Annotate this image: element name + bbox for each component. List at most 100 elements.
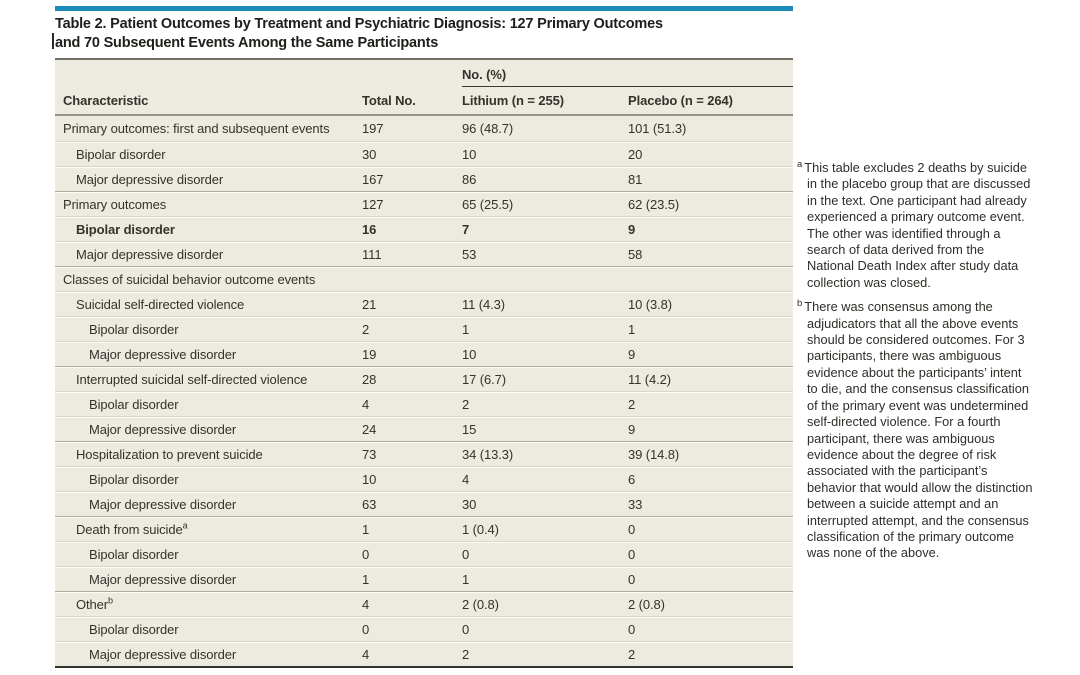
cell-lithium: 2 [462, 396, 470, 412]
row-label: Bipolar disorder [55, 222, 362, 237]
row-label-text: Bipolar disorder [89, 621, 179, 637]
cell-lithium: 30 [462, 496, 477, 512]
row-label: Major depressive disorder [55, 347, 362, 362]
table-row: Bipolar disorder 10 4 6 [55, 466, 793, 491]
table-row: Major depressive disorder 1 1 0 [55, 566, 793, 591]
cell-placebo: 2 (0.8) [628, 596, 665, 612]
cell-placebo: 2 [628, 646, 636, 662]
footnote-text: This table excludes 2 deaths by suicide … [804, 160, 1031, 290]
cell-total-no: 63 [362, 496, 377, 512]
table-title-line2: and 70 Subsequent Events Among the Same … [55, 35, 439, 51]
cell-total-no: 19 [362, 346, 377, 362]
table-header: No. (%) Characteristic Total No. Lithium… [55, 60, 793, 116]
table-row: Death from suicidea 1 1 (0.4) 0 [55, 516, 793, 541]
cell-total-no: 21 [362, 296, 377, 312]
cell-lithium: 0 [462, 621, 470, 637]
footnote: a This table excludes 2 deaths by suicide… [797, 158, 1033, 291]
cell-placebo: 0 [628, 621, 636, 637]
cell-placebo: 9 [628, 221, 636, 237]
cell-lithium: 86 [462, 171, 477, 187]
text-caret [52, 33, 54, 49]
row-label: Hospitalization to prevent suicide [55, 447, 362, 462]
cell-total-no: 167 [362, 171, 384, 187]
footnote-marker: a [797, 158, 803, 170]
cell-total-no: 197 [362, 121, 384, 136]
table-header-columns-row: Characteristic Total No. Lithium (n = 25… [55, 87, 793, 114]
row-label: Major depressive disorder [55, 497, 362, 512]
cell-lithium: 1 [462, 321, 470, 337]
row-label-text: Suicidal self-directed violence [76, 296, 245, 312]
cell-placebo: 9 [628, 346, 636, 362]
cell-placebo: 0 [628, 571, 636, 587]
table-row: Bipolar disorder 0 0 0 [55, 541, 793, 566]
cell-lithium: 34 (13.3) [462, 446, 514, 462]
row-label-text: Bipolar disorder [76, 221, 175, 237]
cell-placebo: 10 (3.8) [628, 296, 673, 312]
table-row: Bipolar disorder 4 2 2 [55, 391, 793, 416]
col-header-characteristic: Characteristic [63, 93, 149, 108]
row-label: Major depressive disorder [55, 572, 362, 587]
cell-lithium: 65 (25.5) [462, 196, 514, 212]
cell-placebo: 39 (14.8) [628, 446, 680, 462]
row-label: Major depressive disorder [55, 172, 362, 187]
cell-total-no: 28 [362, 371, 377, 387]
cell-placebo: 11 (4.2) [628, 371, 672, 387]
cell-placebo: 0 [628, 546, 636, 562]
cell-total-no: 10 [362, 471, 377, 487]
cell-lithium: 11 (4.3) [462, 296, 506, 312]
cell-total-no: 30 [362, 146, 377, 162]
row-label: Bipolar disorder [55, 322, 362, 337]
footnotes-panel: a This table excludes 2 deaths by suicide… [797, 158, 1059, 570]
cell-placebo: 1 [628, 321, 636, 337]
cell-lithium: 15 [462, 421, 477, 437]
row-label-text: Primary outcomes [63, 196, 167, 212]
cell-total-no: 4 [362, 596, 370, 612]
table-row: Bipolar disorder 2 1 1 [55, 316, 793, 341]
table-row: Classes of suicidal behavior outcome eve… [55, 266, 793, 291]
cell-placebo: 0 [628, 521, 636, 537]
row-label-text: Major depressive disorder [89, 646, 237, 662]
table-row: Primary outcomes 127 65 (25.5) 62 (23.5) [55, 191, 793, 216]
row-label-text: Major depressive disorder [89, 571, 237, 587]
table-row: Major depressive disorder 63 30 33 [55, 491, 793, 516]
cell-lithium: 2 (0.8) [462, 596, 499, 612]
row-label: Classes of suicidal behavior outcome eve… [55, 272, 362, 287]
cell-total-no: 1 [362, 571, 370, 587]
row-label: Primary outcomes: first and subsequent e… [55, 121, 362, 136]
row-label-text: Primary outcomes: first and subsequent e… [63, 121, 330, 136]
cell-lithium: 1 [462, 571, 470, 587]
row-label-text: Classes of suicidal behavior outcome eve… [63, 271, 316, 287]
table-row: Primary outcomes: first and subsequent e… [55, 116, 793, 141]
cell-total-no: 4 [362, 396, 370, 412]
row-label: Otherb [55, 597, 362, 612]
row-label: Bipolar disorder [55, 397, 362, 412]
cell-placebo: 9 [628, 421, 636, 437]
cell-lithium: 4 [462, 471, 470, 487]
cell-total-no: 0 [362, 621, 370, 637]
row-label: Bipolar disorder [55, 547, 362, 562]
col-header-lithium: Lithium (n = 255) [462, 93, 564, 108]
row-label: Bipolar disorder [55, 622, 362, 637]
cell-placebo: 62 (23.5) [628, 196, 680, 212]
cell-total-no: 1 [362, 521, 370, 537]
cell-lithium: 1 (0.4) [462, 521, 499, 537]
row-label-text: Bipolar disorder [89, 546, 179, 562]
row-label-text: Major depressive disorder [89, 496, 237, 512]
row-label-text: Interrupted suicidal self-directed viole… [76, 371, 308, 387]
cell-placebo: 6 [628, 471, 636, 487]
row-label-superscript: b [108, 596, 113, 606]
cell-total-no: 0 [362, 546, 370, 562]
row-label: Death from suicidea [55, 522, 362, 537]
table-body: Primary outcomes: first and subsequent e… [55, 116, 793, 666]
cell-placebo: 33 [628, 496, 643, 512]
table-row: Major depressive disorder 24 15 9 [55, 416, 793, 441]
outcomes-table: No. (%) Characteristic Total No. Lithium… [55, 58, 793, 668]
cell-lithium: 17 (6.7) [462, 371, 507, 387]
col-header-total-no: Total No. [362, 93, 416, 108]
col-header-placebo: Placebo (n = 264) [628, 93, 733, 108]
row-label: Bipolar disorder [55, 147, 362, 162]
table-row: Bipolar disorder 0 0 0 [55, 616, 793, 641]
row-label-text: Death from suicide [76, 521, 183, 537]
cell-total-no: 16 [362, 221, 377, 237]
